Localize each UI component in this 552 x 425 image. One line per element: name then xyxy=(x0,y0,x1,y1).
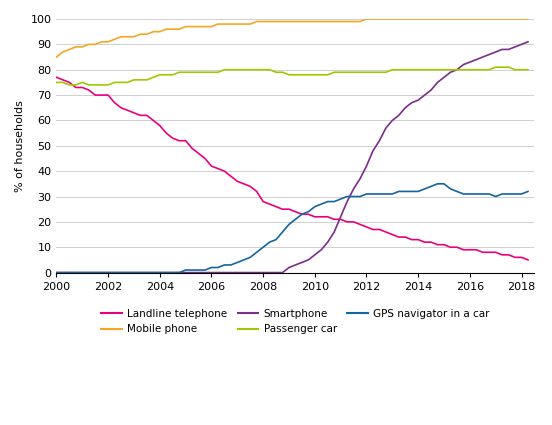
Y-axis label: % of households: % of households xyxy=(15,100,25,192)
Legend: Landline telephone, Mobile phone, Smartphone, Passenger car, GPS navigator in a : Landline telephone, Mobile phone, Smartp… xyxy=(97,305,494,338)
